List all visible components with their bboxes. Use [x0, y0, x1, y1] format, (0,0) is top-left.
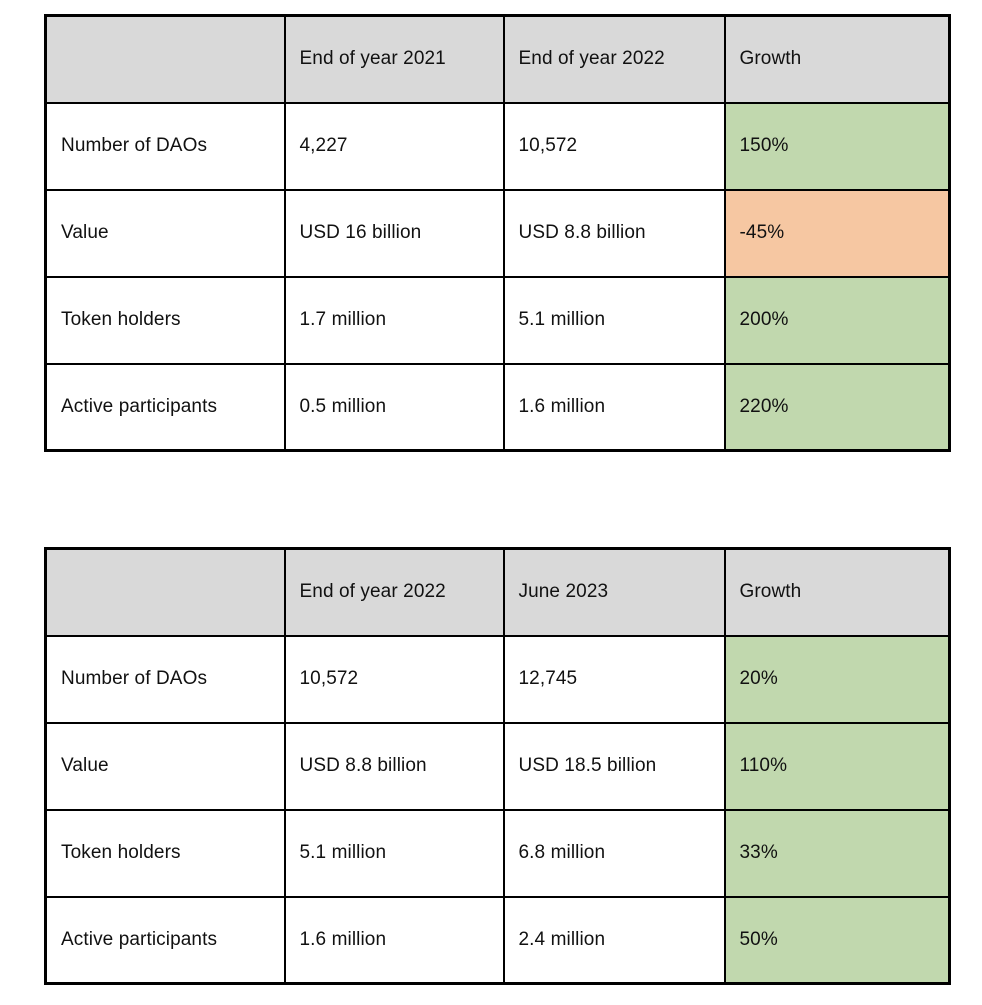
row-label-cell: Active participants: [44, 895, 286, 985]
dao-comparison-table-2022-june2023: End of year 2022 June 2023 Growth Number…: [44, 547, 951, 985]
value-cell: 1.6 million: [283, 895, 505, 985]
value-cell: 2.4 million: [502, 895, 726, 985]
value-cell: 1.6 million: [502, 362, 726, 452]
value-cell: 10,572: [502, 101, 726, 191]
column-header-period-1: End of year 2021: [283, 14, 505, 104]
row-label-cell: Token holders: [44, 808, 286, 898]
table-row: Value USD 16 billion USD 8.8 billion -45…: [44, 188, 951, 278]
table-row: Active participants 1.6 million 2.4 mill…: [44, 895, 951, 985]
column-header-period-2: June 2023: [502, 547, 726, 637]
value-cell: 1.7 million: [283, 275, 505, 365]
row-label-cell: Number of DAOs: [44, 634, 286, 724]
table-row: Number of DAOs 10,572 12,745 20%: [44, 634, 951, 724]
value-cell: 6.8 million: [502, 808, 726, 898]
table-row: Number of DAOs 4,227 10,572 150%: [44, 101, 951, 191]
row-label-cell: Value: [44, 721, 286, 811]
value-cell: USD 18.5 billion: [502, 721, 726, 811]
value-cell: USD 8.8 billion: [502, 188, 726, 278]
row-label-cell: Number of DAOs: [44, 101, 286, 191]
corner-header-cell: [44, 547, 286, 637]
table-header-row: End of year 2021 End of year 2022 Growth: [44, 14, 951, 104]
growth-cell: 33%: [723, 808, 951, 898]
column-header-growth: Growth: [723, 14, 951, 104]
corner-header-cell: [44, 14, 286, 104]
value-cell: 5.1 million: [502, 275, 726, 365]
growth-cell: -45%: [723, 188, 951, 278]
table-header-row: End of year 2022 June 2023 Growth: [44, 547, 951, 637]
row-label-cell: Value: [44, 188, 286, 278]
growth-cell: 200%: [723, 275, 951, 365]
column-header-period-1: End of year 2022: [283, 547, 505, 637]
table-row: Active participants 0.5 million 1.6 mill…: [44, 362, 951, 452]
growth-cell: 220%: [723, 362, 951, 452]
value-cell: 0.5 million: [283, 362, 505, 452]
value-cell: USD 8.8 billion: [283, 721, 505, 811]
growth-cell: 50%: [723, 895, 951, 985]
row-label-cell: Token holders: [44, 275, 286, 365]
value-cell: 12,745: [502, 634, 726, 724]
column-header-growth: Growth: [723, 547, 951, 637]
growth-cell: 150%: [723, 101, 951, 191]
dao-comparison-table-2021-2022: End of year 2021 End of year 2022 Growth…: [44, 14, 951, 452]
row-label-cell: Active participants: [44, 362, 286, 452]
value-cell: 10,572: [283, 634, 505, 724]
column-header-period-2: End of year 2022: [502, 14, 726, 104]
table-row: Value USD 8.8 billion USD 18.5 billion 1…: [44, 721, 951, 811]
table-row: Token holders 5.1 million 6.8 million 33…: [44, 808, 951, 898]
value-cell: 4,227: [283, 101, 505, 191]
growth-cell: 110%: [723, 721, 951, 811]
table-row: Token holders 1.7 million 5.1 million 20…: [44, 275, 951, 365]
value-cell: USD 16 billion: [283, 188, 505, 278]
growth-cell: 20%: [723, 634, 951, 724]
value-cell: 5.1 million: [283, 808, 505, 898]
